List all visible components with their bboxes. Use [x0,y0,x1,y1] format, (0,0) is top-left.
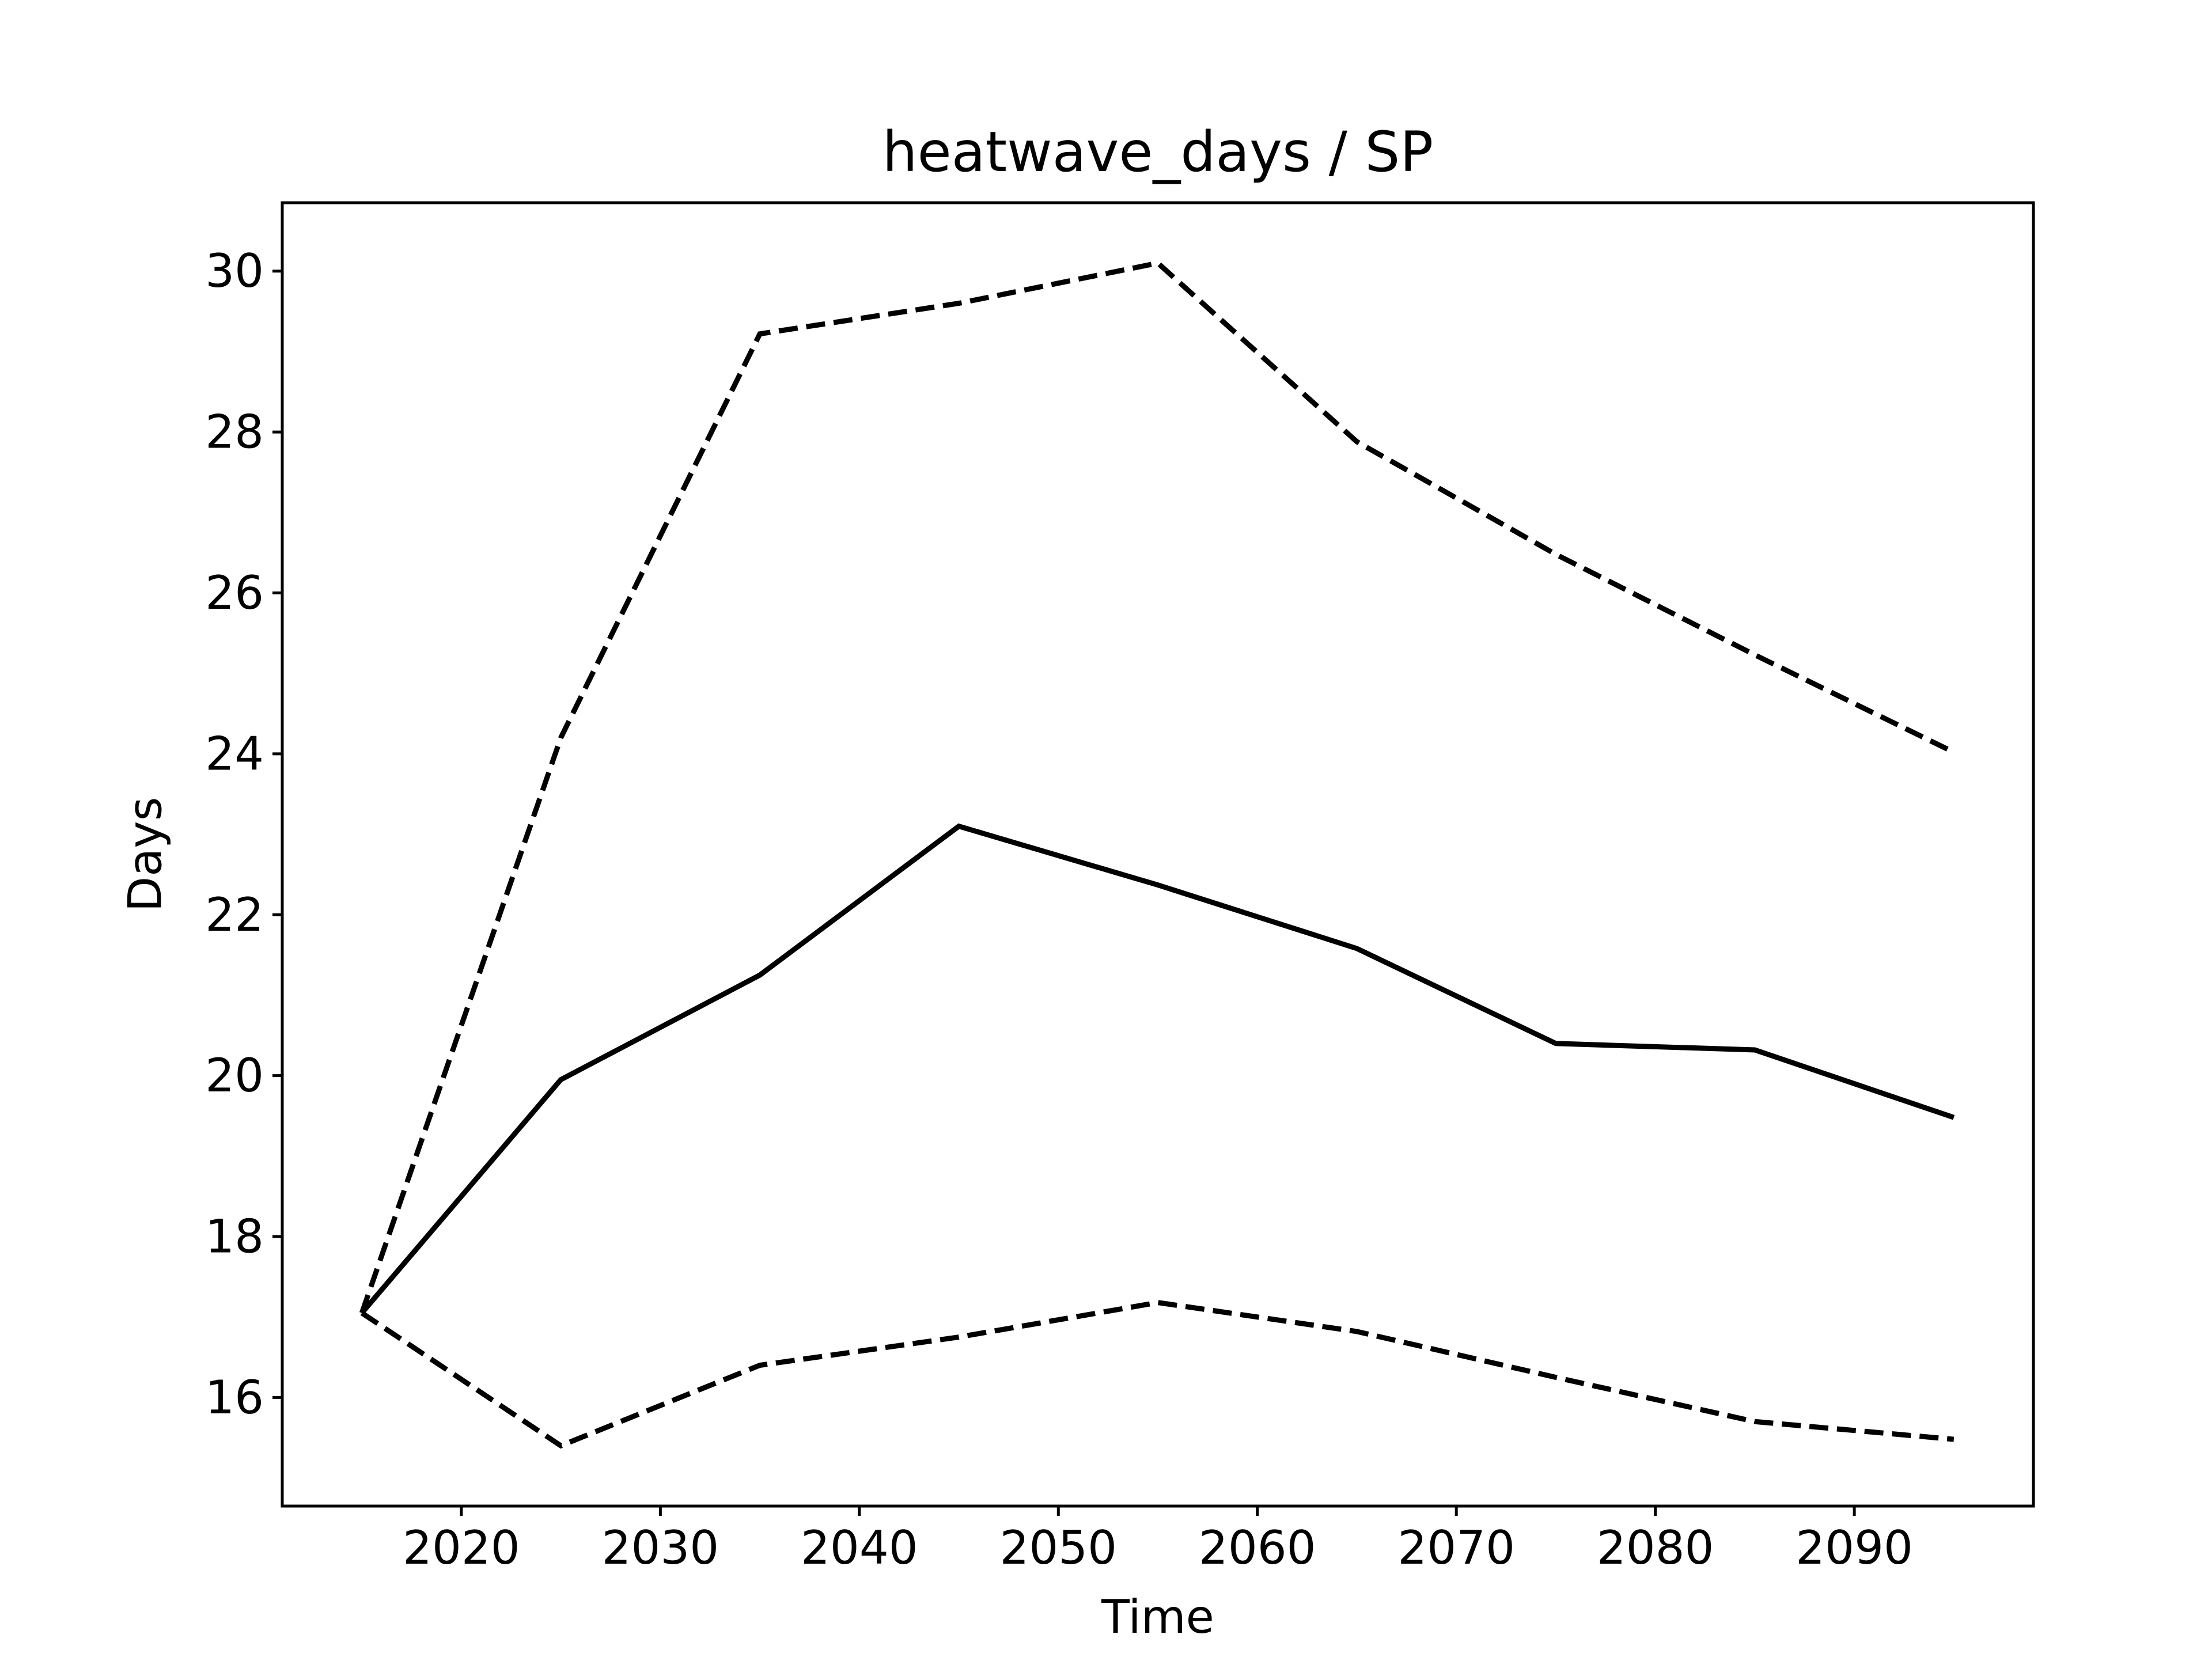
y-tick-label: 26 [205,566,264,620]
series-layer [359,260,1955,1449]
series-line-upper [359,260,1955,1314]
x-tick-label: 2020 [403,1521,520,1575]
x-tick-label: 2070 [1397,1521,1515,1575]
ticks-layer: 2020 2030 2040 2050 2060 2070 2080 2090 16 18 20 22… [205,244,1913,1575]
series-line-lower [360,1300,1955,1449]
y-tick-label: 20 [205,1049,264,1102]
y-tick-label: 22 [205,888,264,942]
x-tick-label: 2030 [602,1521,719,1575]
y-tick-label: 16 [205,1371,264,1424]
series-line-mean [359,823,1955,1315]
x-tick-label: 2040 [801,1521,918,1575]
x-tick-label: 2050 [999,1521,1117,1575]
y-tick-label: 30 [205,244,264,298]
x-tick-label: 2060 [1199,1521,1316,1575]
y-tick-label: 28 [205,405,264,459]
x-tick-label: 2080 [1597,1521,1714,1575]
chart-title: heatwave_days / SP [882,120,1433,184]
x-axis-label: Time [1101,1590,1214,1644]
x-tick-label: 2090 [1796,1521,1913,1575]
y-tick-label: 24 [205,727,264,780]
y-tick-label: 18 [205,1210,264,1264]
plot-frame [281,201,2035,1508]
y-axis-label: Days [119,797,172,912]
